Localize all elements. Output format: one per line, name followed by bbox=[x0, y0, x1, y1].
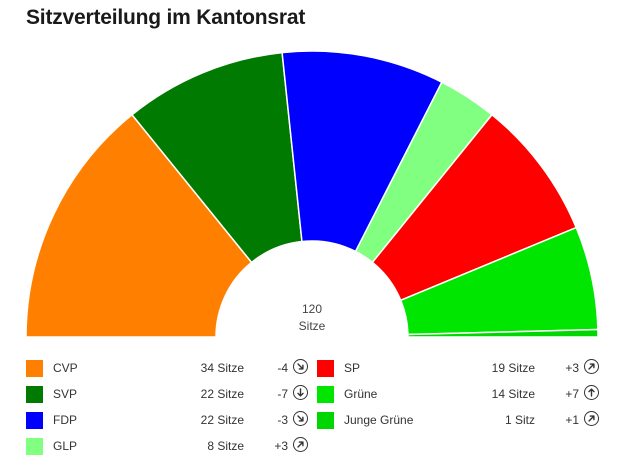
legend-party-name: Grüne bbox=[344, 387, 378, 401]
legend-seat-count: 22 Sitze bbox=[200, 413, 244, 427]
legend-seat-change: -4 bbox=[277, 361, 288, 375]
legend-item-svp: SVP 22 Sitze -7 bbox=[26, 383, 308, 409]
legend-seat-change: +3 bbox=[274, 439, 288, 453]
legend-item-sp: SP 19 Sitze +3 bbox=[317, 357, 599, 383]
legend-swatch bbox=[317, 386, 334, 403]
legend-left: CVP 34 Sitze -4 SVP 22 Sitze -7 FDP 22 Sitze -3 G… bbox=[26, 357, 308, 461]
trend-up-right-icon bbox=[584, 411, 599, 426]
legend-seat-count: 22 Sitze bbox=[200, 387, 244, 401]
trend-up-icon bbox=[584, 385, 599, 400]
slice-fdp bbox=[281, 50, 443, 253]
slice-junge-grüne bbox=[407, 328, 599, 338]
legend-party-name: GLP bbox=[53, 439, 78, 453]
legend-right: SP 19 Sitze +3 Grüne 14 Sitze +7 Junge Grüne 1 … bbox=[317, 357, 599, 435]
legend-item-cvp: CVP 34 Sitze -4 bbox=[26, 357, 308, 383]
trend-down-icon bbox=[293, 385, 308, 400]
total-seats-value: 120 bbox=[302, 302, 322, 316]
legend-swatch bbox=[26, 360, 43, 377]
trend-up-right-icon bbox=[584, 359, 599, 374]
legend-swatch bbox=[317, 360, 334, 377]
legend-seat-count: 1 Sitz bbox=[504, 413, 535, 427]
legend-seat-change: +1 bbox=[565, 413, 579, 427]
legend-seat-count: 8 Sitze bbox=[207, 439, 244, 453]
legend-party-name: SP bbox=[344, 361, 361, 375]
legend-item-glp: GLP 8 Sitze +3 bbox=[26, 435, 308, 461]
seat-distribution-chart: 120 Sitze bbox=[25, 50, 599, 338]
legend-swatch bbox=[26, 386, 43, 403]
legend-party-name: Junge Grüne bbox=[344, 413, 414, 427]
trend-up-right-icon bbox=[293, 437, 308, 452]
legend-item-junge-grüne: Junge Grüne 1 Sitz +1 bbox=[317, 409, 599, 435]
legend-item-grüne: Grüne 14 Sitze +7 bbox=[317, 383, 599, 409]
legend-seat-change: -3 bbox=[277, 413, 288, 427]
chart-title: Sitzverteilung im Kantonsrat bbox=[26, 6, 306, 29]
legend-party-name: FDP bbox=[53, 413, 77, 427]
trend-down-right-icon bbox=[293, 359, 308, 374]
total-seats-label: Sitze bbox=[299, 319, 326, 333]
legend-swatch bbox=[26, 412, 43, 429]
legend-seat-change: +3 bbox=[565, 361, 579, 375]
legend-seat-change: +7 bbox=[565, 387, 579, 401]
legend-seat-count: 34 Sitze bbox=[200, 361, 244, 375]
legend-seat-count: 14 Sitze bbox=[491, 387, 535, 401]
trend-down-right-icon bbox=[293, 411, 308, 426]
legend-swatch bbox=[317, 412, 334, 429]
slice-svp bbox=[130, 51, 303, 264]
legend-party-name: CVP bbox=[53, 361, 78, 375]
slice-sp bbox=[371, 113, 578, 302]
legend-seat-count: 19 Sitze bbox=[491, 361, 535, 375]
legend-seat-change: -7 bbox=[277, 387, 288, 401]
slice-cvp bbox=[25, 113, 253, 338]
legend-item-fdp: FDP 22 Sitze -3 bbox=[26, 409, 308, 435]
legend-swatch bbox=[26, 438, 43, 455]
legend-party-name: SVP bbox=[53, 387, 78, 401]
